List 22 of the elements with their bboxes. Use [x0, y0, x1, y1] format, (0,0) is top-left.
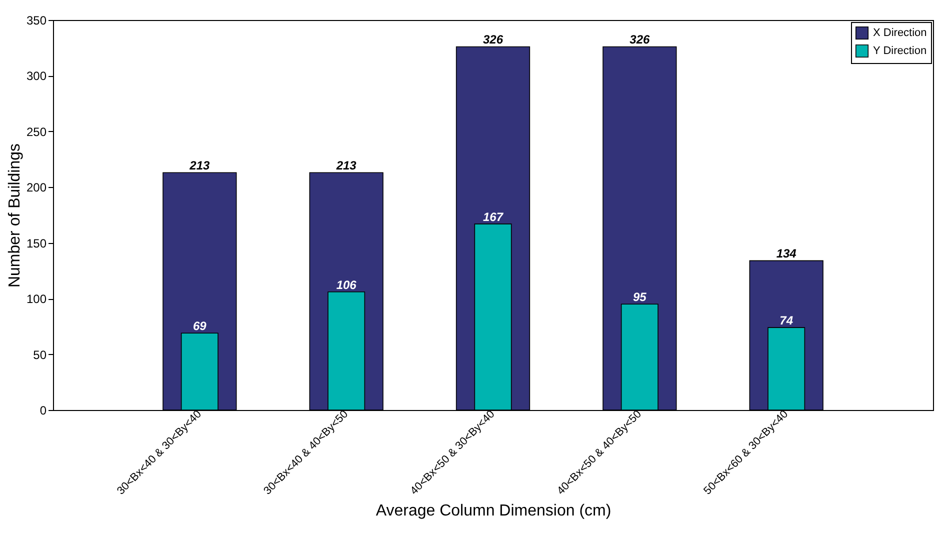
data-label: 326 — [482, 32, 504, 47]
legend-label: Y Direction — [873, 45, 927, 57]
legend-label: X Direction — [873, 27, 927, 39]
x-axis-title: Average Column Dimension (cm) — [376, 502, 612, 520]
y-tick-label: 50 — [33, 348, 47, 362]
data-label: 326 — [630, 32, 650, 47]
y-tick-label: 350 — [26, 14, 47, 28]
data-label: 74 — [780, 314, 794, 328]
y-tick-label: 0 — [40, 404, 47, 418]
data-label: 95 — [632, 290, 647, 304]
data-label: 69 — [192, 319, 207, 334]
y-tick-label: 150 — [26, 236, 47, 250]
data-label: 167 — [482, 210, 504, 224]
data-label: 213 — [335, 158, 357, 173]
y-tick-label: 200 — [26, 180, 47, 195]
y-axis-title: Number of Buildings — [6, 143, 24, 288]
data-label: 106 — [336, 278, 357, 292]
data-label: 213 — [188, 158, 210, 173]
y-tick-label: 250 — [26, 124, 47, 139]
y-tick-label: 100 — [26, 292, 47, 306]
y-tick-label: 300 — [26, 69, 47, 84]
data-label: 134 — [776, 246, 797, 261]
